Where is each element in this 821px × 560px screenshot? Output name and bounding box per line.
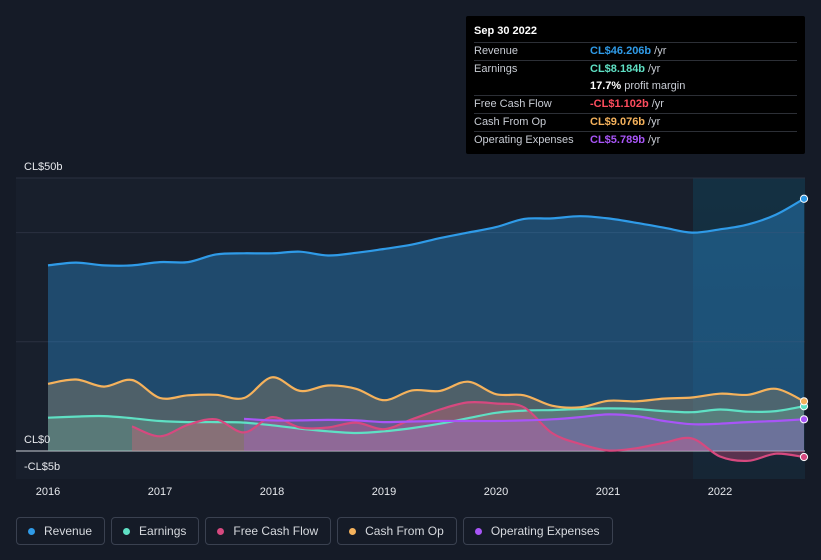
legend-dot-icon	[123, 527, 131, 535]
free-cash-flow-end-marker	[799, 452, 809, 462]
tooltip-row-value: 17.7%	[590, 80, 622, 92]
tooltip-row-value: CL$5.789b	[590, 134, 646, 146]
legend-label: Earnings	[139, 524, 187, 538]
legend-label: Free Cash Flow	[233, 524, 319, 538]
tooltip-row-label	[474, 78, 590, 95]
legend-item-operating-expenses[interactable]: Operating Expenses	[462, 517, 613, 545]
y-label-zero: CL$0	[24, 434, 50, 446]
tooltip-row-unit: /yr	[654, 45, 667, 57]
revenue-end-marker	[799, 194, 809, 203]
tooltip-row-value: CL$46.206b	[590, 45, 652, 57]
legend-item-revenue[interactable]: Revenue	[16, 517, 106, 545]
legend-item-cash-from-op[interactable]: Cash From Op	[337, 517, 457, 545]
tooltip-row: Operating Expenses CL$5.789b/yr	[474, 131, 797, 149]
tooltip-row-label: Free Cash Flow	[474, 98, 552, 110]
tooltip-row: Free Cash Flow -CL$1.102b/yr	[474, 95, 797, 113]
legend-label: Cash From Op	[365, 524, 444, 538]
tooltip-row-unit: profit margin	[624, 80, 686, 92]
tooltip-row-unit: /yr	[648, 134, 661, 146]
series-end-markers	[799, 194, 809, 462]
tooltip-row-value: CL$9.076b	[590, 116, 646, 128]
tooltip-row: Revenue CL$46.206b/yr	[474, 42, 797, 60]
tooltip-row-value: -CL$1.102b	[590, 98, 649, 110]
y-label-top: CL$50b	[24, 161, 63, 173]
cash-from-op-line	[47, 376, 805, 409]
x-axis-ticks: 2016 2017 2018 2019 2020 2021 2022	[36, 486, 732, 498]
tooltip-row-label: Cash From Op	[474, 116, 547, 128]
earnings-line	[47, 405, 805, 435]
free-cash-flow-area	[132, 402, 804, 461]
chart-legend: Revenue Earnings Free Cash Flow Cash From O…	[16, 517, 613, 545]
grid-lines	[16, 177, 805, 452]
legend-dot-icon	[217, 527, 225, 535]
legend-item-earnings[interactable]: Earnings	[111, 517, 200, 545]
legend-label: Operating Expenses	[490, 524, 600, 538]
series-lines	[47, 197, 805, 463]
x-tick-label: 2018	[260, 486, 284, 498]
tooltip-row: 17.7% profit margin	[474, 78, 797, 95]
tooltip-row-label: Revenue	[474, 45, 519, 57]
x-tick-label: 2020	[484, 486, 508, 498]
tooltip-rows: Revenue CL$46.206b/yr Earnings CL$8.184b/yr…	[474, 42, 797, 149]
free-cash-flow-line	[131, 400, 805, 463]
past-year-highlight	[693, 178, 805, 479]
tooltip-row: Cash From Op CL$9.076b/yr	[474, 113, 797, 131]
hover-tooltip: Sep 30 2022 Revenue CL$46.206b/yr Earnings…	[466, 16, 805, 154]
tooltip-date: Sep 30 2022	[474, 25, 537, 37]
operating-expenses-end-marker	[799, 415, 809, 424]
legend-item-free-cash-flow[interactable]: Free Cash Flow	[205, 517, 332, 545]
tooltip-row-unit: /yr	[648, 116, 661, 128]
y-label-bottom: -CL$5b	[24, 461, 60, 473]
revenue-area	[48, 198, 804, 451]
legend-label: Revenue	[44, 524, 93, 538]
operating-expenses-line	[243, 413, 805, 426]
legend-dot-icon	[28, 527, 35, 535]
chart: CL$50b CL$0 -CL$5b 2016 2017 2018 2019 2020 2…	[16, 161, 809, 498]
x-tick-label: 2017	[148, 486, 172, 498]
legend-dot-icon	[474, 527, 482, 535]
cash-from-op-end-marker	[799, 397, 809, 406]
x-tick-label: 2019	[372, 486, 396, 498]
tooltip-row-label: Earnings	[474, 63, 518, 75]
x-tick-label: 2021	[596, 486, 620, 498]
tooltip-row: Earnings CL$8.184b/yr	[474, 60, 797, 78]
tooltip-row-unit: /yr	[648, 63, 661, 75]
x-tick-label: 2022	[708, 486, 732, 498]
earnings-area	[48, 406, 804, 451]
tooltip-row-label: Operating Expenses	[474, 134, 574, 146]
legend-dot-icon	[349, 527, 357, 535]
revenue-line	[47, 197, 805, 267]
tooltip-row-value: CL$8.184b	[590, 63, 646, 75]
x-tick-label: 2016	[36, 486, 60, 498]
tooltip-row-unit: /yr	[651, 98, 664, 110]
